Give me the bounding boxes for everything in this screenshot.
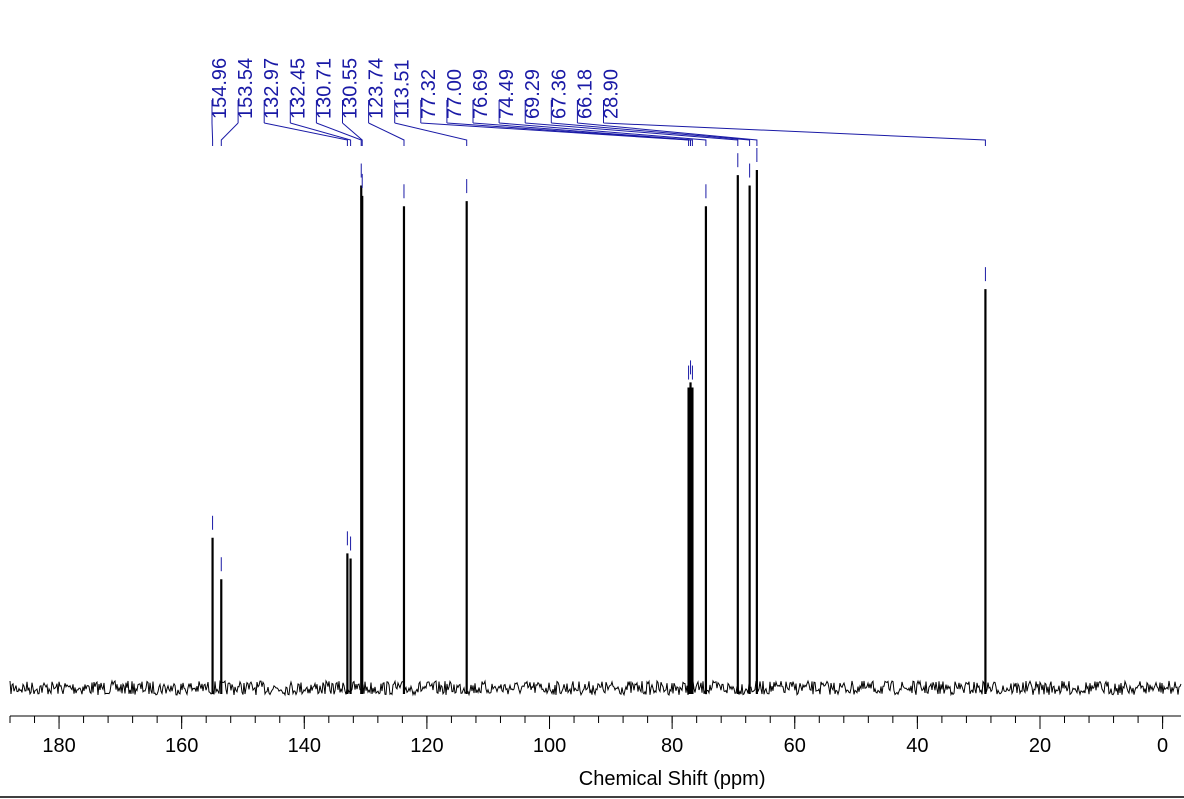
peak-label: 28.90 bbox=[601, 69, 623, 119]
x-axis-title: Chemical Shift (ppm) bbox=[579, 768, 766, 790]
peak-label-connector bbox=[472, 100, 693, 146]
x-axis: 180 160 140 120 100 80 60 40 20 0 bbox=[9, 715, 1181, 757]
peak-label-connector bbox=[211, 100, 214, 146]
peak-label-connector bbox=[524, 100, 739, 146]
baseline-noise bbox=[9, 679, 1182, 697]
peak-label: 77.32 bbox=[418, 69, 440, 119]
peak-label-connector bbox=[315, 100, 362, 146]
peak-label: 113.51 bbox=[392, 59, 414, 119]
tick-label: 40 bbox=[906, 735, 928, 757]
peak-label-connector bbox=[342, 100, 363, 146]
peak-lines bbox=[211, 170, 987, 694]
peak-labels: 154.96 153.54 132.97 132.45 130.71 130.55 123.… bbox=[209, 58, 623, 119]
tick-label: 160 bbox=[165, 735, 198, 757]
peak-label-connector bbox=[263, 100, 348, 146]
peak-label: 66.18 bbox=[574, 69, 596, 119]
peak-label: 123.74 bbox=[366, 58, 388, 119]
peak-label: 76.69 bbox=[470, 69, 492, 119]
tick-label: 120 bbox=[410, 735, 443, 757]
peak-markers bbox=[212, 148, 986, 572]
tick-label: 140 bbox=[288, 735, 321, 757]
peak-label-connector bbox=[394, 100, 468, 146]
tick-label: 80 bbox=[661, 735, 683, 757]
peak-label: 74.49 bbox=[496, 69, 518, 119]
tick-label: 0 bbox=[1157, 735, 1168, 757]
peak-label: 67.36 bbox=[548, 69, 570, 119]
tick-label: 100 bbox=[533, 735, 566, 757]
peak-label-connector bbox=[289, 100, 352, 146]
peak-label-connector bbox=[498, 100, 707, 146]
peak-label-connector bbox=[368, 100, 405, 146]
label-connectors bbox=[211, 100, 986, 146]
peak-label: 132.45 bbox=[287, 58, 309, 119]
peak-label-connector bbox=[576, 100, 758, 146]
baseline-noise-trace bbox=[9, 679, 1182, 697]
peak-label: 153.54 bbox=[235, 58, 257, 119]
tick-label: 180 bbox=[42, 735, 75, 757]
peak-label-connector bbox=[220, 100, 239, 146]
peak-label-connector bbox=[603, 100, 986, 146]
peak-label: 77.00 bbox=[444, 69, 466, 119]
tick-label: 20 bbox=[1029, 735, 1051, 757]
peak-label: 130.55 bbox=[340, 58, 362, 119]
peak-label-connector bbox=[550, 100, 751, 146]
tick-label: 60 bbox=[784, 735, 806, 757]
peak-label: 130.71 bbox=[313, 58, 335, 119]
peak-label: 69.29 bbox=[522, 69, 544, 119]
peak-label: 132.97 bbox=[261, 58, 283, 119]
peak-label: 154.96 bbox=[209, 58, 231, 119]
